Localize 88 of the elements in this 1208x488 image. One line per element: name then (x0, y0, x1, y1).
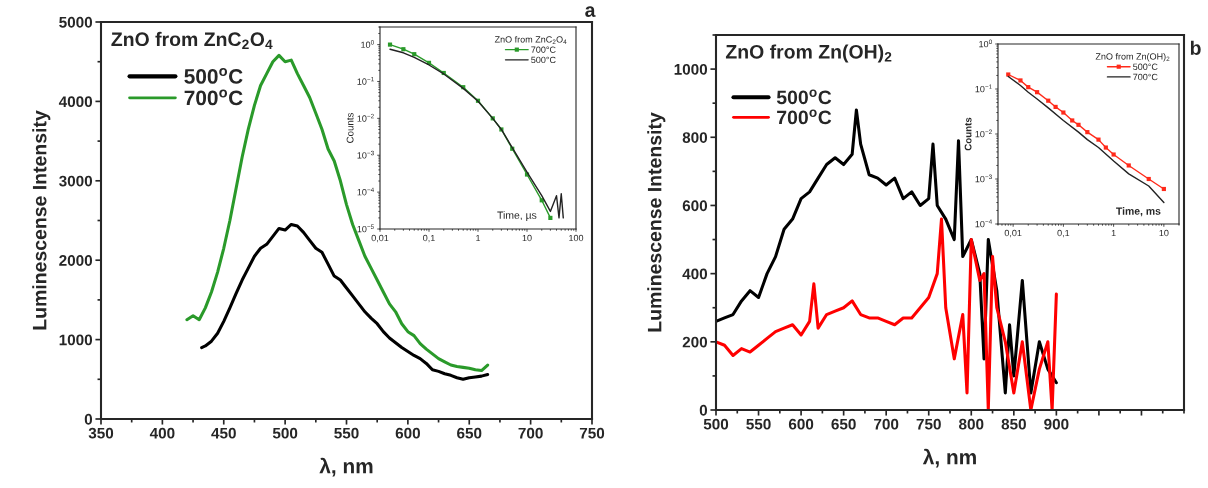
point (1085, 130, 1090, 135)
point (1053, 104, 1058, 109)
point (1035, 90, 1040, 95)
y-tick-label: 10$^{−3}$ (357, 150, 374, 159)
x-tick-label: 850 (1001, 418, 1026, 430)
legend-label: 500°C (531, 56, 556, 64)
point (1061, 110, 1066, 115)
x-tick-label: 800 (959, 418, 984, 430)
x-axis-title: Time, ms (1116, 207, 1161, 217)
x-tick-label: 1 (476, 234, 481, 242)
y-tick-label: 10$^{−5}$ (357, 224, 374, 233)
chart-title: ZnO from Zn(OH)$_{2}$ (725, 44, 892, 63)
y-tick-label: 10$^{0}$ (361, 40, 374, 48)
x-tick-label: 10 (522, 234, 532, 242)
y-tick-label: 10$^{−2}$ (357, 113, 374, 122)
x-tick-label: 750 (579, 427, 605, 439)
x-tick-label: 0,1 (423, 234, 435, 243)
y-tick-label: 10$^{−1}$ (975, 84, 992, 93)
legend-title: ZnO from ZnC$_{2}$O$_{4}$ (494, 35, 567, 44)
y-tick-label: 0 (699, 404, 708, 416)
y-tick-label: 2000 (59, 255, 93, 266)
point (1026, 85, 1031, 90)
point (1070, 118, 1075, 123)
x-axis-title: λ, nm (319, 457, 373, 477)
y-tick-label: 10$^{−1}$ (357, 76, 374, 85)
y-tick-label: 10$^{−4}$ (357, 187, 374, 196)
text: b (1190, 40, 1201, 55)
chart-title: ZnO from ZnC$_{2}$O$_{4}$ (111, 31, 273, 49)
line-series (716, 217, 1058, 410)
y-tick-label: 10$^{0}$ (979, 39, 992, 48)
x-tick-label: 100 (569, 234, 584, 242)
y-tick-label: 800 (682, 132, 708, 143)
point (1096, 137, 1101, 142)
x-tick-label: 700 (874, 418, 899, 430)
x-tick-label: 600 (395, 427, 420, 439)
legend-label: 700$^{o}$C (777, 109, 832, 125)
x-tick-label: 650 (831, 418, 856, 430)
x-tick-label: 1 (1111, 229, 1116, 237)
line-series (185, 53, 490, 373)
legend-label: 700$^{o}$C (184, 89, 243, 106)
y-tick-label: 10$^{−3}$ (975, 174, 992, 183)
legend-title: ZnO from Zn(OH)$_{2}$ (1095, 53, 1170, 62)
y-tick-label: 3000 (59, 175, 93, 187)
x-tick-label: 600 (788, 418, 814, 430)
point (401, 47, 406, 52)
x-axis-title: λ, nm (922, 448, 976, 468)
y-tick-label: 1000 (674, 63, 708, 75)
x-tick-label: 500 (703, 418, 729, 430)
x-tick-label: 0,01 (1004, 229, 1022, 238)
y-tick-label: 600 (682, 200, 708, 212)
x-tick-label: 10 (1159, 229, 1169, 237)
y-tick-label: 200 (682, 336, 708, 348)
legend-label: 500$^{o}$C (776, 89, 832, 105)
legend-label: 700°C (531, 46, 556, 53)
x-tick-label: 0,01 (371, 234, 389, 243)
y-tick-label: 0 (84, 413, 93, 425)
y-tick-label: 4000 (58, 96, 93, 108)
point (1111, 152, 1116, 157)
x-tick-label: 900 (1044, 418, 1069, 430)
x-tick-label: 550 (746, 418, 771, 430)
x-tick-label: 700 (518, 427, 543, 439)
legend-label: 500°C (1133, 63, 1158, 70)
y-tick-label: 400 (682, 268, 708, 280)
x-tick-label: 500 (272, 427, 298, 439)
y-axis-title: Counts (964, 117, 972, 151)
legend-label: 700°C (1133, 73, 1158, 81)
x-tick-label: 450 (211, 427, 236, 439)
line-series (200, 222, 490, 381)
x-tick-label: 550 (334, 427, 359, 439)
x-axis-title: Time, µs (497, 211, 537, 221)
y-tick-label: 10$^{−4}$ (975, 219, 992, 228)
y-axis-title: Counts (346, 112, 354, 143)
y-axis-title: Luminescense Intensity (32, 110, 51, 330)
x-tick-label: 400 (149, 427, 175, 439)
y-tick-label: 5000 (59, 16, 93, 28)
x-tick-label: 650 (457, 427, 482, 439)
y-axis-title: Luminescense Intensity (647, 112, 666, 332)
point (1076, 122, 1081, 127)
point (1103, 145, 1108, 150)
text: a (585, 6, 596, 17)
x-tick-label: 0,1 (1057, 229, 1070, 238)
point (387, 42, 393, 47)
x-tick-label: 750 (916, 418, 941, 430)
y-tick-label: 1000 (59, 334, 93, 346)
legend-label: 500$^{o}$C (184, 68, 243, 84)
x-tick-label: 350 (88, 427, 114, 439)
point (1018, 78, 1023, 83)
y-tick-label: 10$^{−2}$ (975, 129, 992, 138)
